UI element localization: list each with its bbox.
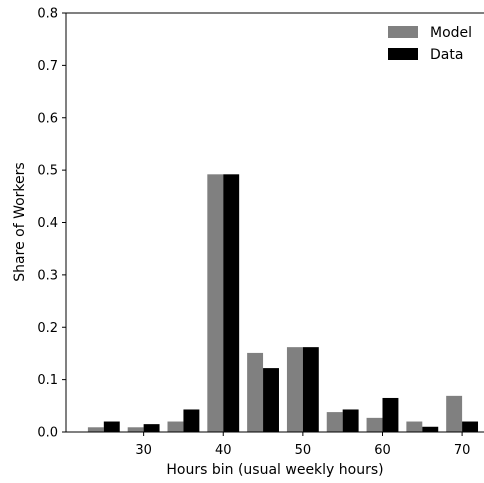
y-axis-ticks: 0.0 0.1 0.2 0.3 0.4 0.5 0.6 0.7 0.8 (37, 7, 66, 441)
bar-data-60 (382, 397, 399, 432)
bar-model-65 (406, 421, 423, 432)
x-axis-label: Hours bin (usual weekly hours) (166, 462, 383, 478)
bar-model-40 (207, 174, 224, 432)
bar-data-40 (223, 174, 240, 432)
bar-model-60 (366, 417, 383, 432)
bar-data-30 (143, 424, 160, 432)
bar-model-25 (87, 427, 104, 432)
y-tick-label: 0.3 (37, 268, 58, 283)
bar-model-55 (326, 412, 343, 432)
x-tick-label: 30 (135, 443, 152, 458)
x-tick-label: 40 (215, 443, 232, 458)
bar-model-45 (247, 352, 264, 432)
y-tick-label: 0.2 (37, 321, 58, 336)
y-tick-label: 0.8 (37, 7, 58, 22)
legend-swatch-model (388, 26, 418, 38)
y-tick-label: 0.0 (37, 426, 58, 441)
y-tick-label: 0.1 (37, 373, 58, 388)
bar-data-45 (263, 368, 279, 432)
legend-label-data: Data (430, 47, 463, 63)
bar-model-70 (446, 395, 463, 432)
legend-swatch-data (388, 48, 418, 60)
bar-data-35 (183, 409, 200, 432)
bar-model-30 (127, 427, 144, 432)
bar-model-35 (167, 421, 184, 432)
bar-data-65 (422, 426, 439, 432)
x-tick-label: 70 (454, 443, 471, 458)
bars-group (87, 174, 479, 432)
y-axis-label: Share of Workers (12, 162, 28, 281)
bar-model-50 (286, 347, 303, 432)
y-tick-label: 0.4 (37, 216, 58, 231)
x-tick-label: 50 (295, 443, 312, 458)
bar-data-25 (103, 421, 120, 432)
legend-label-model: Model (430, 25, 472, 41)
bar-data-50 (302, 347, 319, 432)
bar-data-55 (342, 409, 359, 432)
y-tick-label: 0.6 (37, 111, 58, 126)
x-axis-ticks: 30 40 50 60 70 (135, 432, 470, 458)
y-tick-label: 0.7 (37, 59, 58, 74)
legend: Model Data (388, 25, 472, 63)
x-tick-label: 60 (374, 443, 391, 458)
y-tick-label: 0.5 (37, 164, 58, 179)
bar-data-70 (462, 421, 479, 432)
